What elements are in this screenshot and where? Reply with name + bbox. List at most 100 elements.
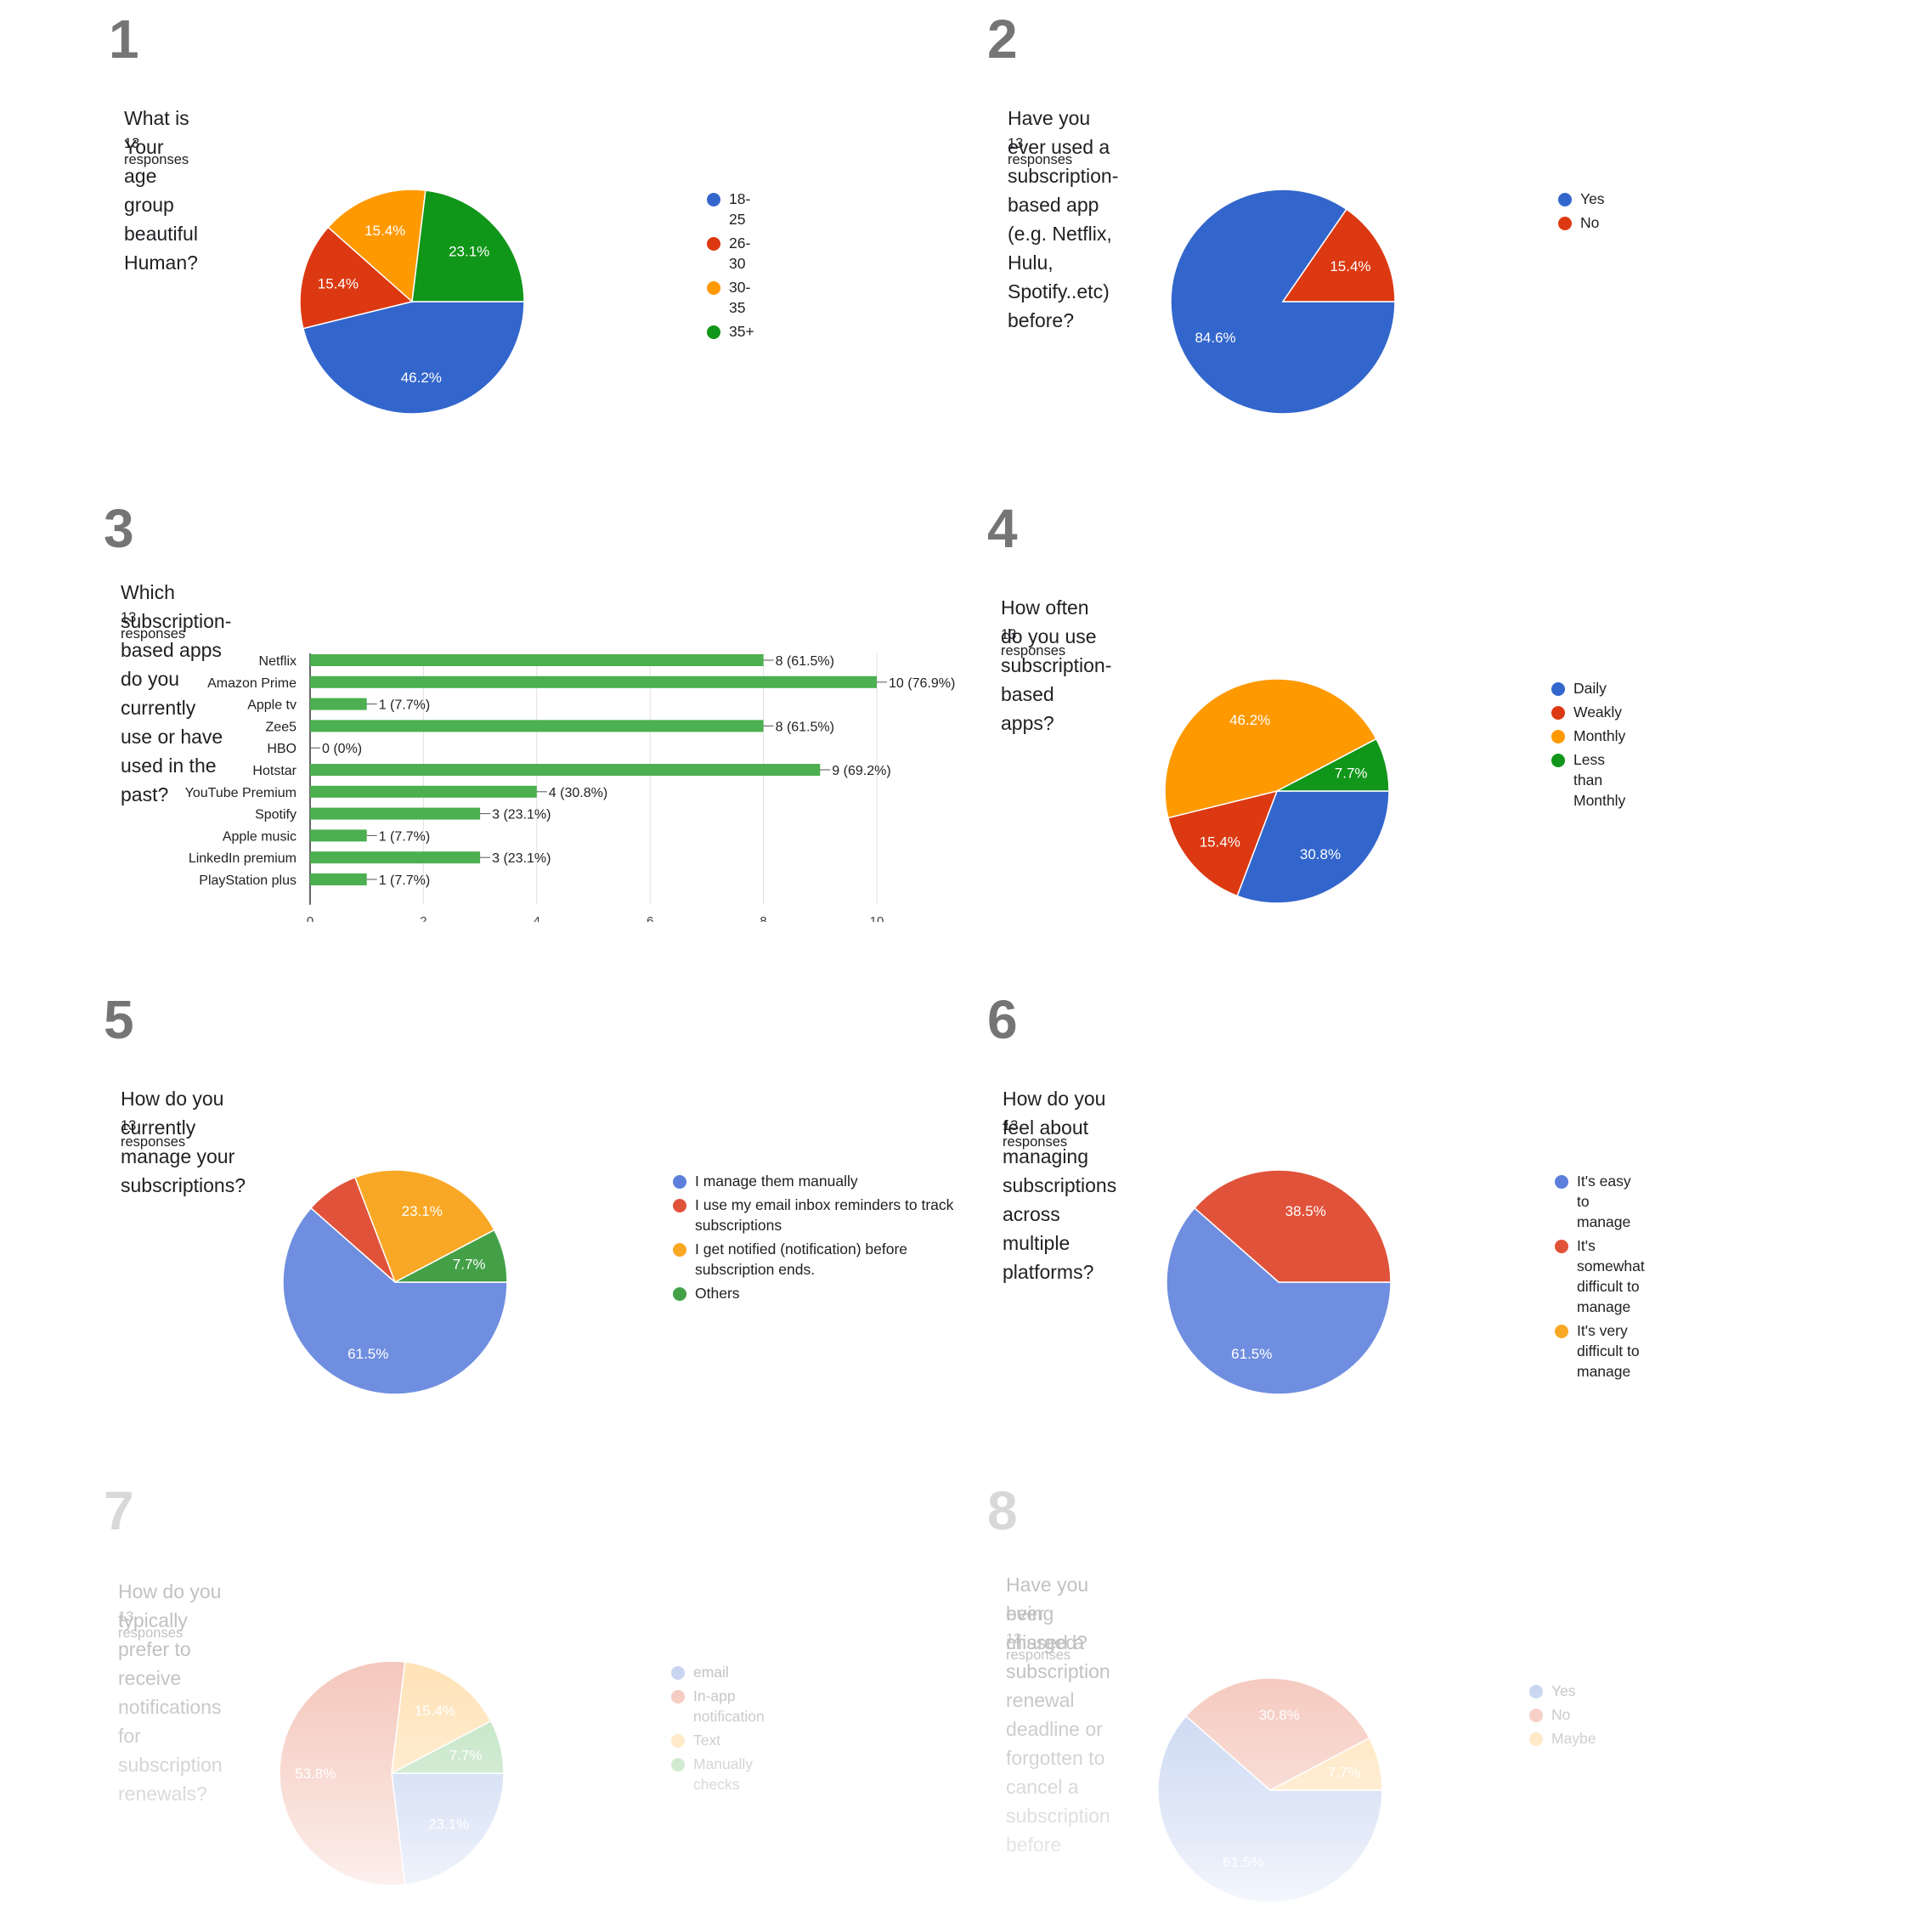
chart-legend: 18-25 26-30 30-35 35+ xyxy=(707,189,754,345)
data-label: 10 (76.9%) xyxy=(889,676,955,691)
x-tick-label: 2 xyxy=(420,914,427,922)
panel-number: 5 xyxy=(104,989,134,1050)
legend-dot-icon xyxy=(1558,217,1572,230)
pie-slice xyxy=(1167,789,1279,897)
pie-chart: 84.6% 15.4% xyxy=(1170,189,1396,415)
legend-dot-icon xyxy=(671,1690,685,1704)
legend-label: No xyxy=(1580,214,1600,231)
response-count: 13 responses xyxy=(121,1118,186,1150)
pie-slice-label: 23.1% xyxy=(449,243,489,259)
legend-dot-icon xyxy=(1555,1240,1568,1253)
response-count: 13 responses xyxy=(124,136,189,167)
legend-item: Others xyxy=(673,1283,979,1303)
legend-label: Monthly xyxy=(1573,727,1626,744)
chart-legend: Yes No Maybe xyxy=(1529,1681,1596,1752)
legend-label: I manage them manually xyxy=(695,1173,858,1190)
legend-item: Monthly xyxy=(1551,726,1625,746)
panel-number: 4 xyxy=(987,498,1018,559)
legend-item: Daily xyxy=(1551,678,1625,698)
pie-chart: 46.2% 15.4% 15.4% 23.1% xyxy=(299,189,525,415)
pie-slice-label: 61.5% xyxy=(1223,1854,1263,1870)
pie-chart: 61.5% 23.1% 7.7% xyxy=(282,1169,508,1395)
legend-label: Yes xyxy=(1580,190,1605,207)
pie-slice xyxy=(1164,678,1377,819)
data-label: 1 (7.7%) xyxy=(379,698,430,713)
legend-item: 30-35 xyxy=(707,277,754,318)
pie-slice-label: 7.7% xyxy=(449,1747,483,1763)
response-count: 13 responses xyxy=(1006,1631,1071,1663)
legend-dot-icon xyxy=(671,1758,685,1772)
pie-slice-label: 15.4% xyxy=(1200,834,1240,851)
legend-label: I use my email inbox reminders to track … xyxy=(695,1196,954,1234)
legend-label: Manually checks xyxy=(693,1755,754,1793)
chart-legend: email In-app notification Text Manually che… xyxy=(671,1662,765,1798)
legend-label: Weakly xyxy=(1573,704,1623,721)
data-label: 9 (69.2%) xyxy=(832,764,890,778)
pie-slice-label: 7.7% xyxy=(1335,766,1368,782)
legend-label: Less than Monthly xyxy=(1573,751,1626,809)
data-label: 8 (61.5%) xyxy=(776,720,834,734)
legend-item: In-app notification xyxy=(671,1686,765,1727)
pie-slice-label: 53.8% xyxy=(295,1766,336,1782)
question-title-line-2: being charged? xyxy=(1006,1602,1087,1653)
chart-legend: Yes No xyxy=(1558,189,1605,236)
pie-slice-label: 30.8% xyxy=(1259,1707,1300,1723)
legend-item: Less than Monthly xyxy=(1551,749,1625,811)
question-title: How often do you use subscription-based … xyxy=(1001,596,1112,734)
legend-label: It's easy to manage xyxy=(1577,1173,1631,1230)
legend-label: No xyxy=(1551,1706,1571,1723)
pie-chart: 61.5% 30.8% 7.7% xyxy=(1157,1677,1383,1903)
bar xyxy=(310,873,367,885)
pie-slice-label: 46.2% xyxy=(401,370,442,386)
legend-item: 18-25 xyxy=(707,189,754,229)
bar xyxy=(310,698,367,710)
category-label: Netflix xyxy=(259,654,297,669)
category-label: LinkedIn premium xyxy=(189,851,297,866)
bar xyxy=(310,851,481,864)
x-tick-label: 8 xyxy=(760,914,766,922)
pie-slice-label: 23.1% xyxy=(402,1203,443,1219)
response-count: 13 responses xyxy=(118,1609,184,1641)
legend-label: Others xyxy=(695,1285,740,1302)
panel-number: 6 xyxy=(987,989,1018,1050)
legend-dot-icon xyxy=(1529,1709,1543,1722)
pie-slice xyxy=(1166,1207,1392,1395)
pie-slice-label: 61.5% xyxy=(1231,1346,1272,1362)
pie-chart: 23.1% 53.8% 15.4% 7.7% xyxy=(279,1660,505,1886)
bar xyxy=(310,785,537,798)
pie-slice xyxy=(1281,208,1396,302)
legend-label: It's somewhat difficult to manage xyxy=(1577,1237,1645,1315)
pie-slice xyxy=(1193,1169,1392,1283)
question-title: Which subscription-based apps do you cur… xyxy=(121,581,232,805)
legend-label: It's very difficult to manage xyxy=(1577,1322,1640,1380)
panel-number: 1 xyxy=(109,8,139,70)
legend-dot-icon xyxy=(707,237,720,251)
panel-number: 3 xyxy=(104,498,134,559)
legend-item: I get notified (notification) before sub… xyxy=(673,1239,979,1280)
legend-item: Yes xyxy=(1529,1681,1596,1701)
legend-dot-icon xyxy=(673,1243,686,1257)
legend-label: I get notified (notification) before sub… xyxy=(695,1241,908,1278)
legend-item: Text xyxy=(671,1730,765,1750)
legend-item: It's somewhat difficult to manage xyxy=(1555,1235,1645,1317)
chart-legend: I manage them manually I use my email inb… xyxy=(673,1171,979,1307)
legend-item: 26-30 xyxy=(707,233,754,274)
legend-label: Daily xyxy=(1573,680,1607,697)
legend-label: Yes xyxy=(1551,1682,1576,1699)
data-label: 4 (30.8%) xyxy=(549,786,607,800)
legend-item: 35+ xyxy=(707,321,754,342)
category-label: PlayStation plus xyxy=(199,873,297,888)
legend-item: I manage them manually xyxy=(673,1171,979,1191)
bar xyxy=(310,675,877,688)
bar-chart: 0 2 4 6 8 10 Netflix 8 (61.5%) Amazon Prime 10 (7… xyxy=(185,653,955,922)
legend-dot-icon xyxy=(1555,1325,1568,1338)
legend-dot-icon xyxy=(707,281,720,295)
legend-item: I use my email inbox reminders to track … xyxy=(673,1195,979,1235)
x-tick-label: 4 xyxy=(534,914,540,922)
pie-slice-label: 38.5% xyxy=(1285,1203,1326,1219)
category-label: Apple tv xyxy=(247,698,297,713)
legend-dot-icon xyxy=(707,325,720,339)
legend-label: email xyxy=(693,1664,729,1681)
category-label: Zee5 xyxy=(266,720,297,734)
panel-number: 7 xyxy=(104,1480,134,1541)
